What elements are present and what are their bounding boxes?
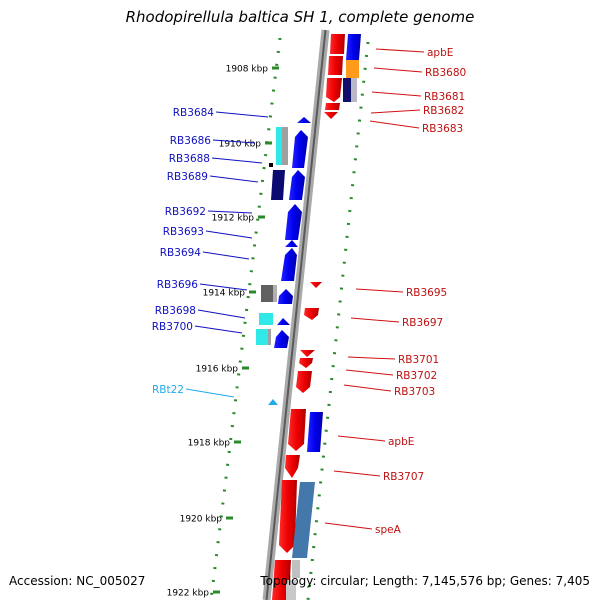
- gene-apbE-lower[interactable]: [288, 409, 323, 452]
- gene-RB3684[interactable]: [297, 117, 311, 123]
- gene-RB3686[interactable]: [276, 127, 308, 168]
- genome-title: Rhodopirellula baltica SH 1, complete ge…: [125, 8, 475, 26]
- kbp-tick-label: 1922 kbp: [167, 589, 210, 599]
- gene-label-RB3684[interactable]: RB3684: [173, 107, 215, 119]
- gene-label-apbE[interactable]: apbE: [427, 47, 453, 59]
- label-leader-line: [212, 139, 256, 144]
- kbp-tick-label: 1920 kbp: [180, 515, 223, 525]
- gene-label-RB3696[interactable]: RB3696: [157, 279, 199, 291]
- gene-RB3680[interactable]: [328, 56, 359, 78]
- accession-label: Accession: NC_005027: [9, 574, 146, 588]
- kbp-tick-label: 1910 kbp: [219, 140, 262, 150]
- gene-label-RB3680[interactable]: RB3680: [425, 67, 466, 79]
- gene-label-RB3682[interactable]: RB3682: [423, 105, 464, 117]
- gene-label-RB3707[interactable]: RB3707: [383, 471, 424, 483]
- gene-label-RB3697[interactable]: RB3697: [402, 317, 443, 329]
- gene-label-RB3698[interactable]: RB3698: [155, 305, 196, 317]
- label-leader-line: [215, 111, 269, 118]
- genome-backbone: [262, 29, 330, 600]
- gene-RB3701[interactable]: [300, 350, 315, 357]
- label-leader-line: [375, 48, 425, 53]
- label-leader-line: [371, 91, 422, 97]
- kbp-tick-label: 1908 kbp: [226, 65, 269, 75]
- gene-label-RB3700[interactable]: RB3700: [152, 321, 193, 333]
- gene-label-speA[interactable]: speA: [375, 524, 402, 536]
- kbp-tick-label: 1916 kbp: [196, 365, 239, 375]
- gene-RB3700[interactable]: [256, 329, 289, 348]
- label-leader-line: [209, 175, 259, 183]
- label-leader-line: [343, 384, 392, 392]
- gene-RB3698[interactable]: [259, 313, 290, 325]
- label-leader-line: [350, 317, 400, 323]
- label-leader-line: [345, 369, 394, 376]
- label-leader-line: [324, 522, 373, 530]
- gene-label-RB3689[interactable]: RB3689: [167, 171, 208, 183]
- gene-RB3688[interactable]: [269, 163, 273, 167]
- gene-label-RB3681[interactable]: RB3681: [424, 91, 465, 103]
- gene-RB3683[interactable]: [324, 112, 338, 119]
- gene-RB3692[interactable]: [285, 204, 302, 240]
- label-leader-line: [207, 210, 253, 214]
- gene-label-RB3692[interactable]: RB3692: [165, 206, 206, 218]
- gene-label-RB3688[interactable]: RB3688: [169, 153, 210, 165]
- label-leader-line: [370, 109, 421, 114]
- gene-RB3703[interactable]: [296, 371, 312, 393]
- label-leader-line: [194, 325, 243, 334]
- label-leader-line: [205, 230, 253, 239]
- gene-label-RBt22[interactable]: RBt22: [152, 384, 184, 396]
- label-leader-line: [347, 356, 396, 360]
- gene-RB3696[interactable]: [261, 285, 293, 304]
- gene-RB3689[interactable]: [271, 170, 305, 200]
- gene-label-RB3686[interactable]: RB3686: [170, 135, 212, 147]
- gene-label-RB3693[interactable]: RB3693: [163, 226, 204, 238]
- gene-label-RB3695[interactable]: RB3695: [406, 287, 447, 299]
- gene-label-RB3702[interactable]: RB3702: [396, 370, 437, 382]
- label-leader-line: [197, 309, 246, 319]
- gene-RB3707[interactable]: [285, 455, 300, 478]
- label-leader-line: [369, 120, 420, 129]
- label-leader-line: [333, 470, 381, 477]
- gene-RB3681[interactable]: [326, 78, 357, 102]
- gene-label-apbE[interactable]: apbE: [388, 436, 414, 448]
- gene-RB3702[interactable]: [299, 358, 313, 368]
- gene-RB3697[interactable]: [304, 308, 319, 320]
- topology-label: Topology: circular; Length: 7,145,576 bp…: [260, 574, 590, 588]
- label-leader-line: [199, 283, 248, 291]
- gene-RB3682[interactable]: [325, 103, 340, 110]
- gene-label-RB3683[interactable]: RB3683: [422, 123, 463, 135]
- kbp-tick-label: 1912 kbp: [212, 214, 255, 224]
- gene-label-RB3703[interactable]: RB3703: [394, 386, 435, 398]
- gene-speA[interactable]: [279, 480, 315, 578]
- label-leader-line: [373, 67, 423, 73]
- kbp-tick-label: 1914 kbp: [203, 289, 246, 299]
- gene-label-RB3701[interactable]: RB3701: [398, 354, 439, 366]
- gene-RB3693[interactable]: [285, 240, 298, 247]
- gene-apbE-upper[interactable]: [330, 34, 361, 60]
- kbp-tick-label: 1918 kbp: [188, 439, 231, 449]
- gene-label-RB3694[interactable]: RB3694: [160, 247, 202, 259]
- label-leader-line: [202, 251, 250, 260]
- label-leader-line: [337, 435, 386, 442]
- gene-next[interactable]: [272, 560, 296, 600]
- gene-RBt22[interactable]: [268, 399, 278, 405]
- label-leader-line: [211, 157, 263, 164]
- label-leader-line: [355, 288, 404, 293]
- gene-RB3695[interactable]: [310, 282, 322, 288]
- gene-RB3694[interactable]: [281, 248, 297, 281]
- label-leader-line: [185, 388, 235, 398]
